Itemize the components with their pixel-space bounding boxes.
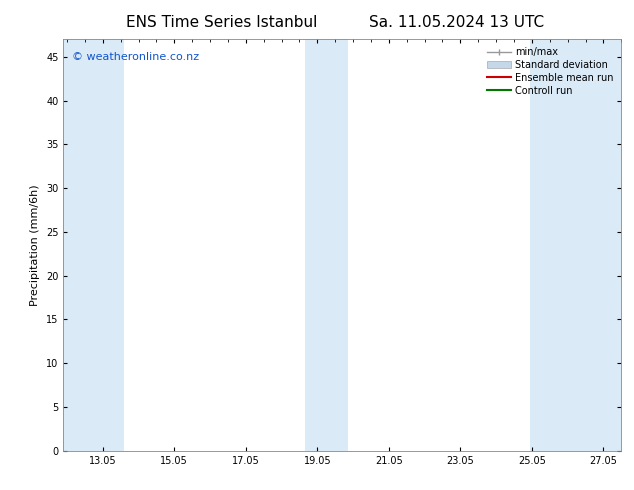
Bar (530, 39, 621, 451)
Bar (63, 39, 124, 451)
Legend: min/max, Standard deviation, Ensemble mean run, Controll run: min/max, Standard deviation, Ensemble me… (484, 44, 616, 98)
Text: Sa. 11.05.2024 13 UTC: Sa. 11.05.2024 13 UTC (369, 15, 544, 30)
Text: © weatheronline.co.nz: © weatheronline.co.nz (72, 51, 199, 62)
Y-axis label: Precipitation (mm/6h): Precipitation (mm/6h) (30, 184, 41, 306)
Text: ENS Time Series Istanbul: ENS Time Series Istanbul (126, 15, 318, 30)
Bar (305, 39, 347, 451)
